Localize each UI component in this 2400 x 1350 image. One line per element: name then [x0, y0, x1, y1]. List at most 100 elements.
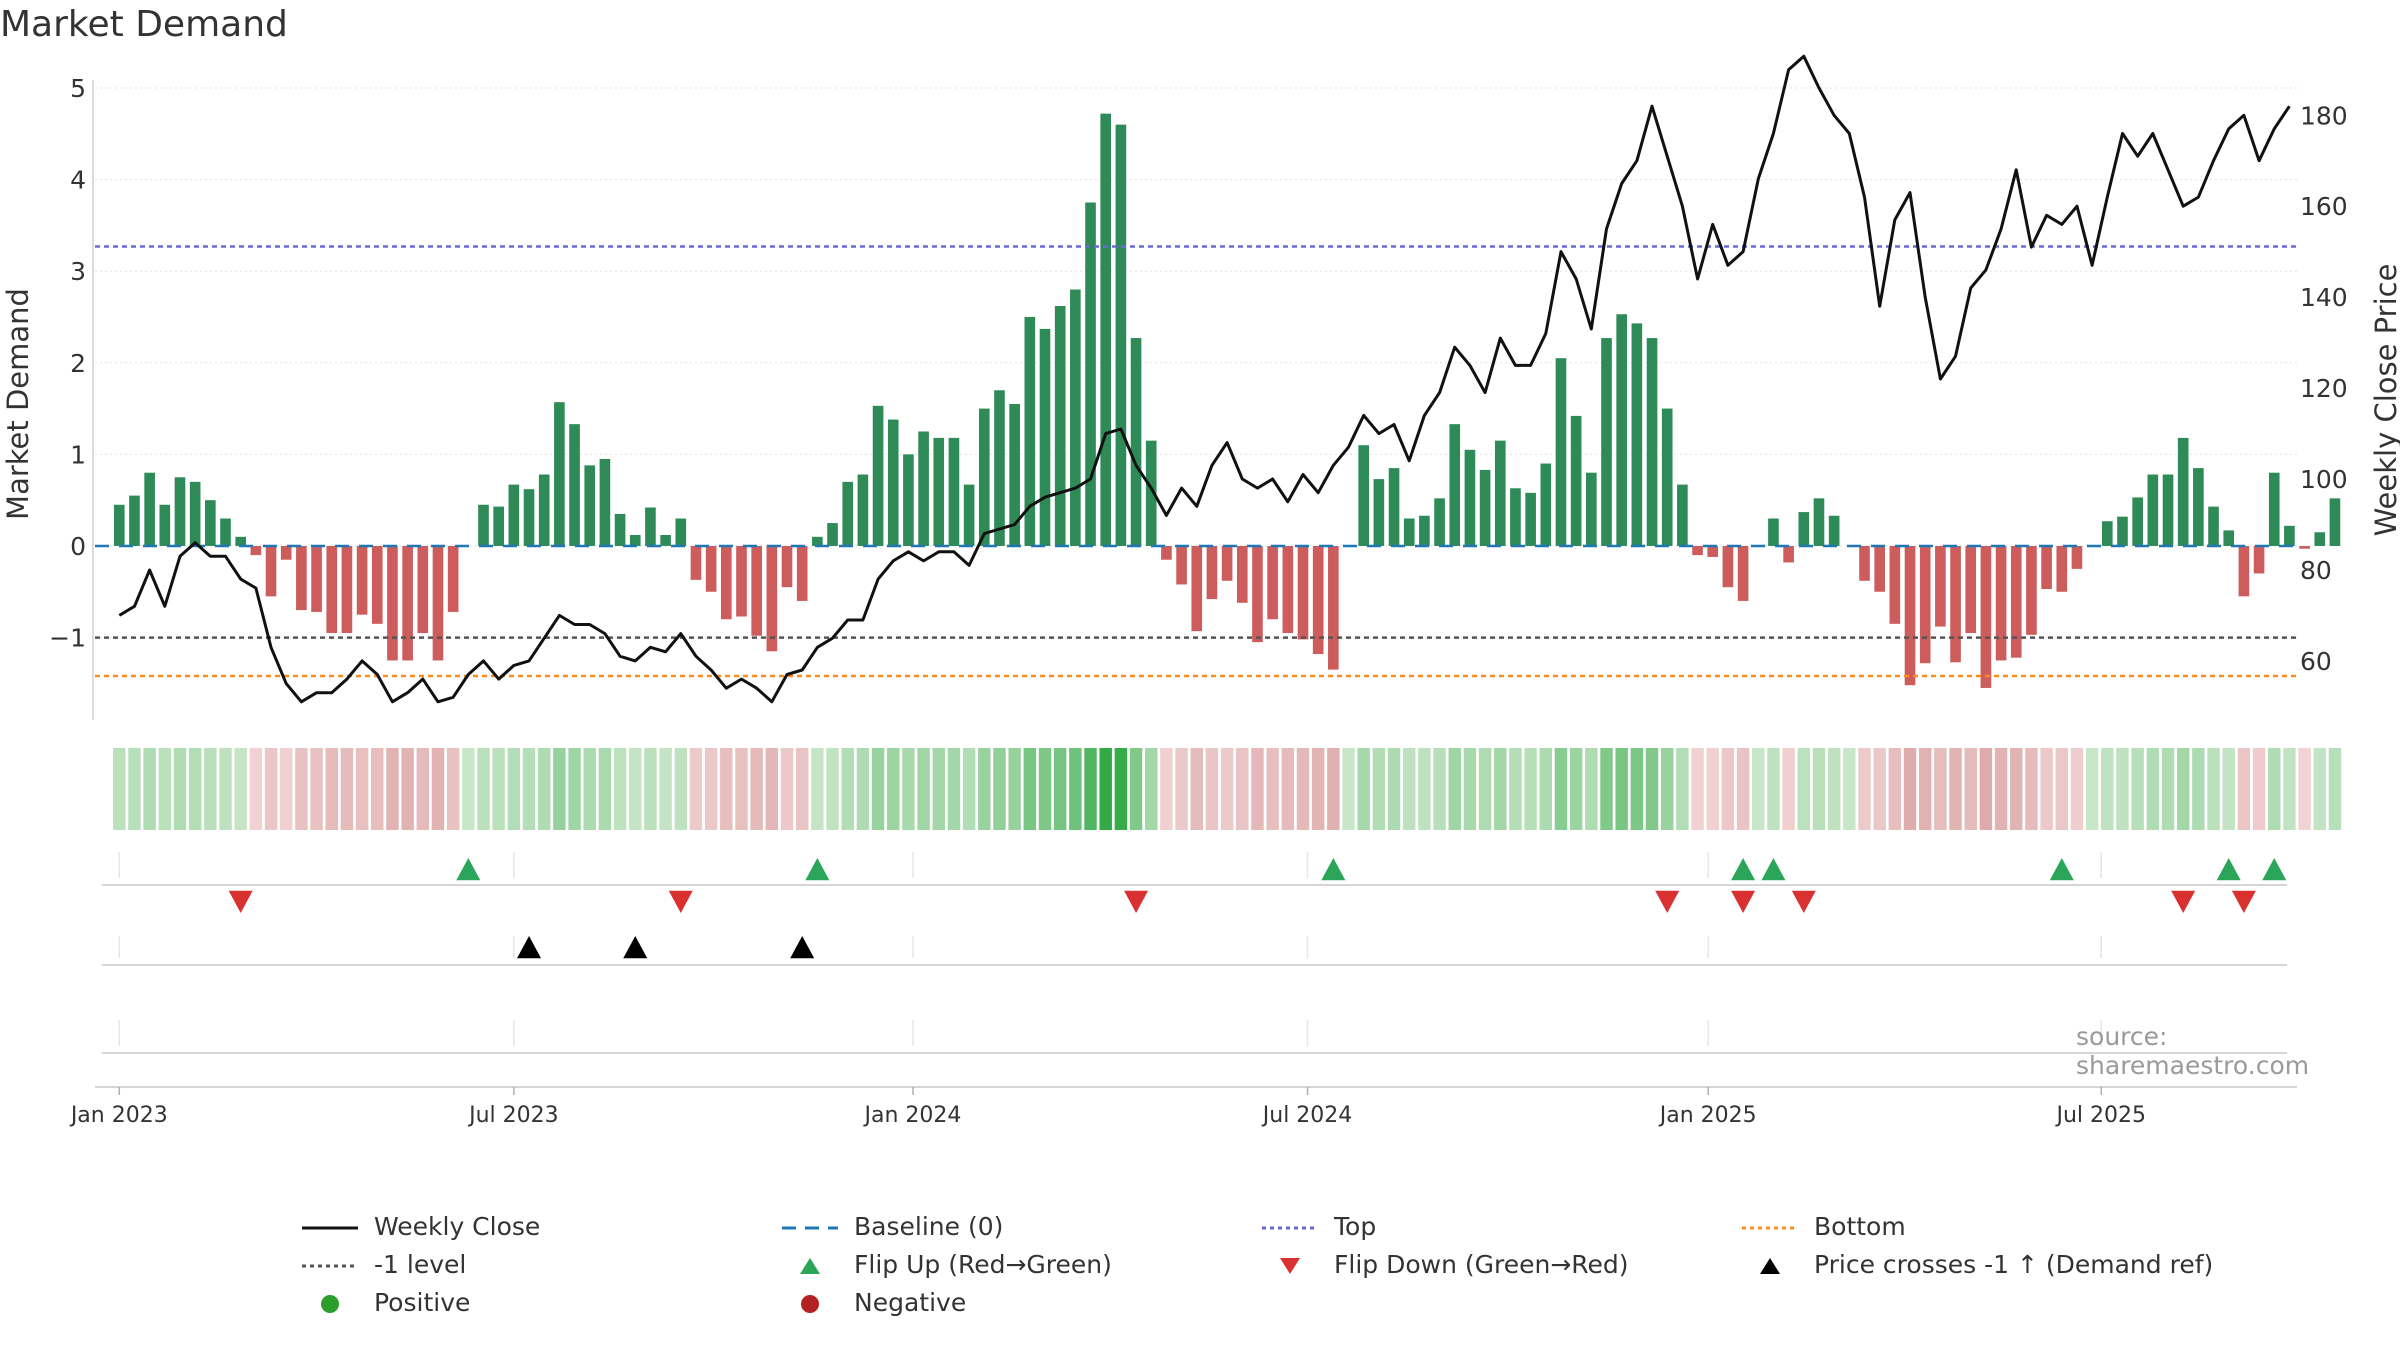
strip-cell [780, 748, 794, 830]
strip-cell [1524, 748, 1537, 830]
demand-bar [1130, 338, 1142, 546]
strip-cell [553, 748, 566, 830]
strip-cell [1858, 748, 1871, 830]
strip-cell [1873, 748, 1886, 830]
demand-bar [1358, 445, 1370, 546]
flip-down-marker [1731, 890, 1756, 913]
demand-bar [2253, 545, 2265, 574]
demand-bar [1935, 545, 1946, 627]
strip-cell [1509, 748, 1522, 830]
demand-bar [1631, 323, 1643, 546]
demand-bar [1039, 328, 1051, 546]
demand-bar [1616, 314, 1627, 546]
strip-cell [1949, 748, 1962, 830]
strip-cell [2040, 748, 2053, 830]
legend-symbol-bottom [1740, 1218, 1800, 1238]
legend-symbol-weekly [300, 1218, 360, 1238]
demand-strip [113, 748, 2342, 830]
legend-item-baseline: Baseline (0) [780, 1212, 1003, 1241]
strip-cell [1979, 748, 1993, 830]
x-tick-label: Jul 2025 [2054, 1103, 2146, 1128]
strip-cell [613, 748, 627, 830]
y-tick-label: −1 [49, 624, 86, 653]
demand-bar [447, 545, 459, 612]
demand-bar [189, 481, 201, 546]
strip-cell [2161, 748, 2175, 830]
reference-lines [95, 245, 2297, 678]
strip-cell [1145, 748, 1158, 830]
demand-bar [1722, 545, 1734, 588]
demand-bar [1737, 545, 1749, 601]
legend-label: Negative [854, 1288, 967, 1317]
demand-bar [1919, 545, 1931, 664]
strip-cell [1918, 748, 1932, 830]
strip-cell [1600, 748, 1613, 830]
demand-bar [174, 477, 186, 546]
y-axis-title: Market Demand [1, 288, 35, 520]
flip-down-marker [2231, 890, 2256, 913]
demand-bar [1479, 469, 1491, 546]
demand-bar [2147, 474, 2159, 546]
flip-up-marker [1761, 858, 1786, 881]
strip-cell [2176, 748, 2190, 830]
flip-up-marker [1731, 858, 1756, 881]
demand-bar [1677, 484, 1688, 546]
strip-cell [947, 748, 961, 830]
demand-bar [1570, 415, 1582, 546]
strip-cell [765, 748, 779, 830]
strip-cell [1478, 748, 1492, 830]
strip-cell [1372, 748, 1386, 830]
flip-down-marker [1791, 890, 1816, 913]
demand-bar [918, 431, 929, 546]
demand-bar [1328, 545, 1339, 670]
demand-bar [705, 545, 717, 592]
strip-cell [1433, 748, 1446, 830]
strip-cell [795, 748, 809, 830]
demand-bar [1449, 424, 1461, 546]
strip-cell [416, 748, 430, 830]
chart-area: 5 4 3 2 1 0 −1 180 160 140 120 100 80 60 Market Demand… [1, 54, 2400, 1128]
demand-bar [159, 504, 171, 546]
demand-bar [1297, 545, 1309, 640]
demand-bar [523, 489, 535, 546]
demand-bar [569, 424, 580, 546]
strip-cell [978, 748, 991, 830]
legend-item-flipdown: Flip Down (Green→Red) [1260, 1250, 1629, 1279]
strip-cell [2146, 748, 2160, 830]
legend-symbol-level [300, 1256, 360, 1276]
strip-cell [720, 748, 733, 830]
strip-cell [113, 748, 126, 830]
strip-cell [1418, 748, 1431, 830]
strip-cell [1084, 748, 1097, 830]
demand-bar [1707, 545, 1719, 557]
legend-label: Price crosses -1 ↑ (Demand ref) [1814, 1250, 2214, 1279]
legend: Weekly Close Baseline (0) Top Bottom -1 leve… [300, 1212, 2280, 1337]
strip-cell [1585, 748, 1598, 830]
demand-bar [235, 536, 246, 546]
y-tick-label: 3 [70, 257, 86, 286]
weekly-close-path [118, 54, 2291, 704]
strip-cell [962, 748, 976, 830]
demand-bar [660, 534, 671, 546]
y2-tick-label: 100 [2300, 465, 2348, 494]
demand-bar [2132, 497, 2143, 546]
strip-cell [1008, 748, 1021, 830]
demand-bar [1221, 545, 1233, 581]
strip-cell [143, 748, 156, 830]
strip-cell [446, 748, 460, 830]
strip-cell [2268, 748, 2281, 830]
source-note: source: sharemaestro.com [2076, 1022, 2310, 1080]
legend-symbol-neg [780, 1294, 840, 1314]
demand-bar [1661, 408, 1673, 546]
demand-bar [1373, 479, 1385, 546]
demand-bar [2026, 545, 2037, 635]
strip-cell [2101, 748, 2114, 830]
legend-label: Flip Down (Green→Red) [1334, 1250, 1629, 1279]
strip-cell [234, 748, 247, 830]
demand-bar [994, 390, 1005, 546]
demand-bar [1434, 498, 1445, 546]
demand-bar [842, 481, 854, 546]
strip-cell [2298, 748, 2311, 830]
demand-bar [1115, 124, 1127, 546]
demand-bar [599, 458, 611, 546]
